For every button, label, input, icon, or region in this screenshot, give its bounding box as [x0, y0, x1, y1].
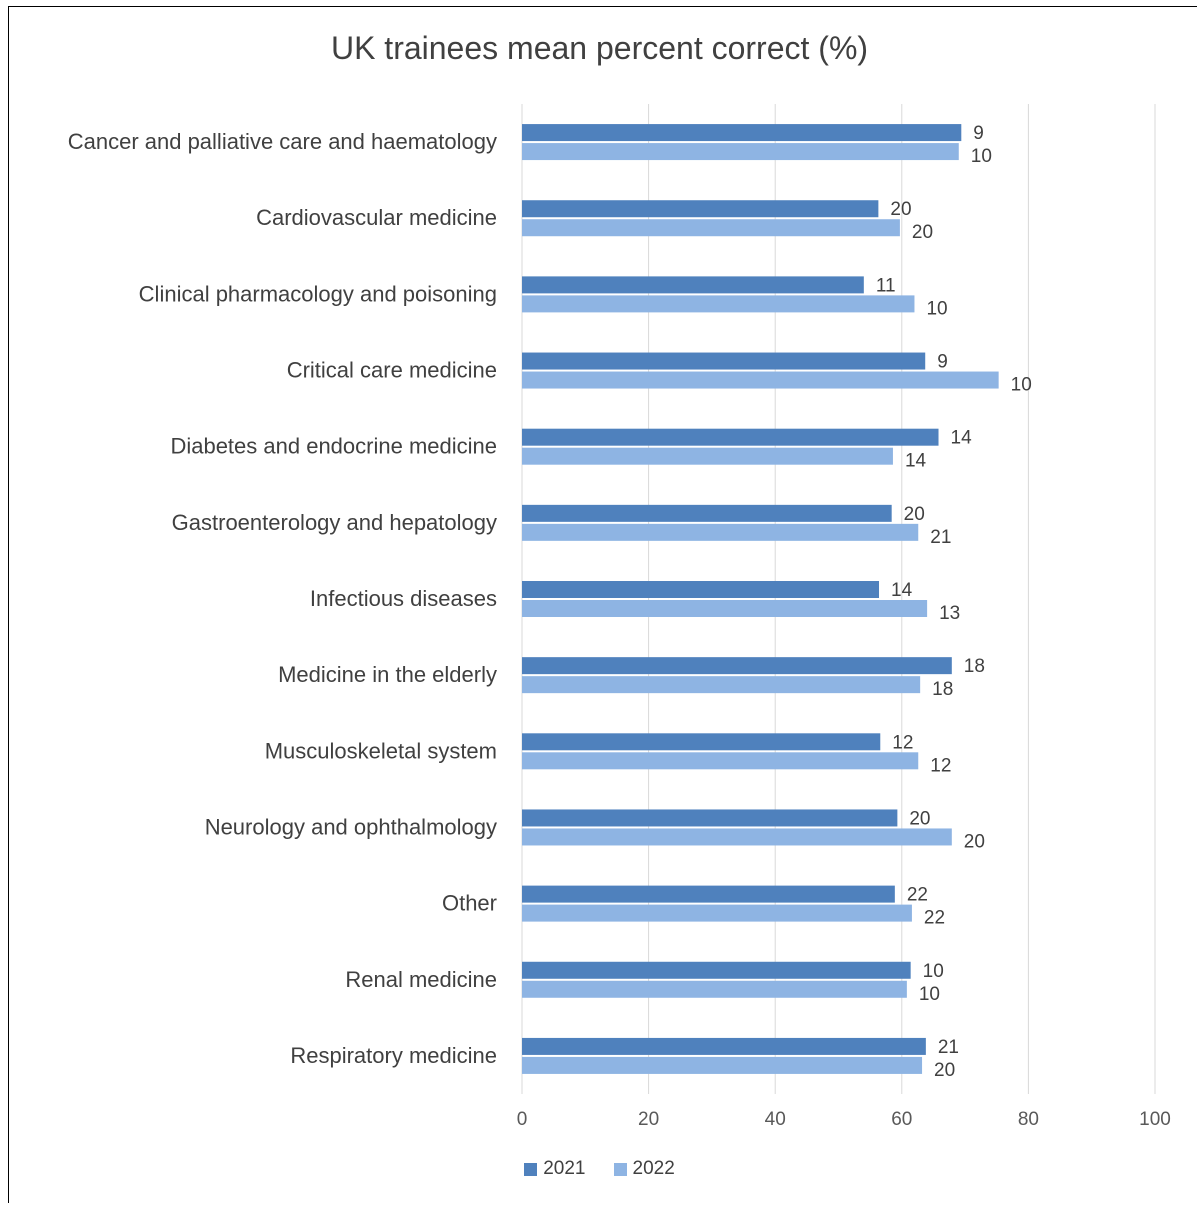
bar-2021: [522, 657, 952, 675]
bar-2021: [522, 124, 962, 142]
legend-label-2021: 2021: [543, 1158, 586, 1179]
legend-item-2022: 2022: [613, 1158, 675, 1180]
bar-2022: [522, 904, 912, 922]
data-label-2022: 10: [919, 984, 940, 1005]
bar-2022: [522, 295, 915, 313]
category-label: Respiratory medicine: [290, 1043, 497, 1068]
category-label: Musculoskeletal system: [265, 738, 497, 763]
data-label-2022: 10: [971, 146, 992, 167]
legend-swatch-2021: [524, 1162, 538, 1176]
data-label-2022: 13: [939, 603, 960, 624]
data-label-2022: 21: [930, 527, 951, 548]
bar-2021: [522, 1037, 926, 1055]
bar-2022: [522, 828, 952, 846]
legend-swatch-2022: [613, 1162, 627, 1176]
data-label-2021: 11: [876, 275, 896, 296]
chart-legend: 2021 2022: [0, 1158, 1199, 1180]
data-label-2022: 22: [924, 908, 945, 929]
bar-2021: [522, 581, 880, 598]
bar-2021: [522, 428, 939, 446]
bar-2022: [522, 1056, 923, 1074]
bar-2022: [522, 676, 921, 694]
data-label-2021: 18: [964, 656, 985, 677]
data-label-2021: 12: [892, 732, 913, 753]
x-tick-label: 0: [517, 1109, 528, 1130]
category-label: Neurology and ophthalmology: [205, 814, 497, 839]
data-label-2021: 20: [890, 199, 911, 220]
data-label-2021: 9: [973, 123, 984, 144]
data-label-2022: 14: [905, 451, 927, 472]
x-tick-label: 20: [638, 1109, 659, 1130]
legend-label-2022: 2022: [632, 1158, 675, 1179]
bar-2021: [522, 504, 892, 522]
category-label: Other: [442, 891, 497, 916]
bar-2021: [522, 809, 898, 827]
category-label: Medicine in the elderly: [278, 662, 497, 687]
bar-2021: [522, 200, 879, 218]
bar-2022: [522, 600, 928, 617]
category-label: Cancer and palliative care and haematolo…: [68, 129, 497, 154]
data-label-2022: 12: [930, 755, 951, 776]
bar-2022: [522, 447, 893, 465]
data-label-2021: 14: [891, 580, 913, 601]
bar-2021: [522, 885, 895, 903]
x-tick-label: 100: [1139, 1109, 1171, 1130]
category-label: Cardiovascular medicine: [256, 205, 497, 230]
x-tick-label: 80: [1018, 1109, 1039, 1130]
data-label-2021: 9: [937, 352, 948, 373]
category-label: Infectious diseases: [310, 586, 497, 611]
data-label-2021: 20: [904, 504, 925, 525]
category-label: Renal medicine: [345, 967, 497, 992]
data-label-2022: 18: [932, 679, 953, 700]
data-label-2022: 10: [926, 298, 947, 319]
bar-2022: [522, 752, 919, 770]
category-label: Clinical pharmacology and poisoning: [139, 281, 497, 306]
bar-2022: [522, 523, 919, 541]
bar-2022: [522, 219, 900, 237]
category-label: Critical care medicine: [287, 358, 497, 383]
data-label-2022: 20: [964, 831, 985, 852]
x-tick-label: 60: [891, 1109, 912, 1130]
category-label: Diabetes and endocrine medicine: [170, 434, 497, 459]
chart-title: UK trainees mean percent correct (%): [330, 30, 869, 66]
bar-2021: [522, 733, 881, 751]
x-tick-label: 40: [765, 1109, 786, 1130]
bar-2022: [522, 143, 959, 161]
data-label-2021: 10: [923, 961, 944, 982]
bar-2021: [522, 276, 864, 294]
data-label-2021: 21: [938, 1037, 959, 1058]
data-label-2022: 20: [912, 222, 933, 243]
bar-2022: [522, 980, 907, 998]
data-label-2022: 10: [1011, 375, 1032, 396]
data-label-2021: 20: [909, 808, 930, 829]
bar-2021: [522, 352, 926, 370]
data-label-2021: 14: [951, 428, 973, 449]
bar-2022: [522, 371, 999, 389]
chart-frame: [8, 6, 1197, 1203]
legend-item-2021: 2021: [524, 1158, 586, 1180]
category-label: Gastroenterology and hepatology: [172, 510, 497, 535]
data-label-2022: 20: [934, 1060, 955, 1081]
bar-2021: [522, 961, 911, 979]
data-label-2021: 22: [907, 885, 928, 906]
